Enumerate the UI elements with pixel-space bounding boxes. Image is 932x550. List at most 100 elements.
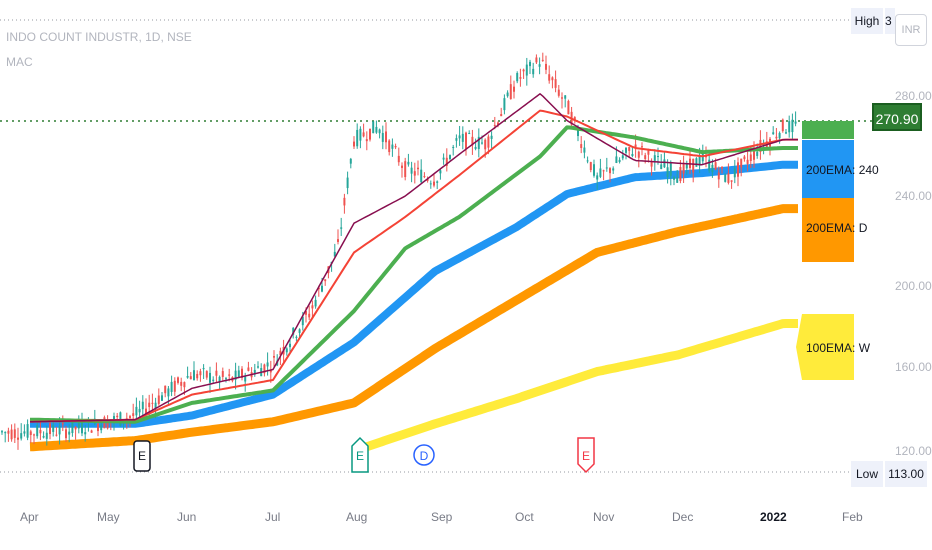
candle-body	[167, 388, 170, 397]
candle-body	[746, 159, 749, 164]
candle-body	[359, 128, 362, 141]
candle-body	[465, 132, 467, 149]
y-tick-label: 240.00	[895, 189, 932, 203]
candle-body	[253, 369, 256, 375]
candle-body	[29, 431, 32, 435]
candle-body	[596, 175, 599, 180]
candle-body	[417, 167, 419, 170]
candle-body	[212, 379, 215, 381]
candle-body	[682, 163, 685, 174]
candle-body	[692, 158, 695, 173]
candle-body	[714, 162, 717, 170]
ema-bands	[28, 160, 800, 456]
candle-body	[685, 163, 688, 169]
candle-body	[461, 133, 464, 142]
ema-line-fast	[29, 93, 798, 423]
candle-body	[199, 371, 202, 376]
candle-body	[525, 64, 528, 76]
candle-body	[695, 158, 698, 167]
candle-body	[106, 419, 109, 429]
y-tick-label: 200.00	[895, 279, 932, 293]
candle-body	[36, 425, 39, 437]
candle-body	[151, 402, 154, 404]
candle-body	[753, 149, 755, 160]
candle-body	[513, 86, 515, 92]
candle-body	[189, 376, 192, 380]
indicator-name[interactable]: MAC	[6, 55, 33, 69]
candle-body	[429, 183, 432, 185]
candle-body	[621, 155, 624, 159]
candle-body	[49, 423, 51, 435]
candle-body	[269, 369, 272, 373]
candle-body	[295, 336, 298, 338]
candle-body	[58, 426, 61, 435]
candle-body	[228, 374, 231, 376]
candle-body	[423, 176, 426, 178]
candle-body	[644, 155, 647, 160]
candle-body	[721, 166, 723, 169]
candle-body	[420, 169, 423, 183]
candle-body	[266, 362, 269, 367]
candle-body	[500, 114, 503, 117]
candle-body	[388, 140, 391, 153]
x-tick-label: Jun	[177, 510, 196, 524]
candle-body	[711, 164, 714, 173]
candle-body	[759, 139, 762, 152]
candle-body	[324, 279, 327, 282]
candle-body	[477, 136, 480, 149]
candle-body	[193, 370, 195, 381]
candle-body	[663, 159, 666, 168]
x-tick-label: Jul	[265, 510, 280, 524]
candle-body	[740, 158, 743, 168]
candle-body	[733, 168, 736, 178]
candle-body	[305, 311, 307, 315]
candle-body	[353, 141, 355, 147]
candle-body	[653, 155, 656, 161]
candle-body	[641, 146, 643, 148]
candle-body	[676, 177, 679, 183]
candle-body	[205, 371, 208, 378]
candle-body	[586, 160, 589, 162]
candle-body	[385, 131, 387, 143]
x-axis: Apr May Jun Jul Aug Sep Oct Nov Dec 2022…	[20, 510, 863, 524]
candle-body	[65, 429, 67, 439]
event-marker-letter: D	[420, 449, 429, 463]
candle-body	[161, 395, 163, 401]
currency-badge[interactable]: INR	[895, 14, 927, 46]
candle-body	[410, 167, 413, 174]
candle-body	[775, 136, 778, 139]
candle-body	[794, 121, 797, 124]
candle-body	[263, 364, 266, 374]
candle-body	[778, 132, 781, 139]
candle-body	[273, 356, 275, 358]
candle-body	[113, 416, 115, 421]
x-tick-label: May	[97, 510, 120, 524]
low-badge: Low	[851, 461, 883, 487]
candle-body	[426, 179, 429, 181]
candle-body	[394, 146, 397, 148]
candle-body	[445, 157, 448, 166]
candle-body	[548, 74, 551, 81]
candle-body	[180, 381, 183, 386]
candle-body	[301, 316, 304, 326]
candle-body	[666, 167, 669, 177]
candle-body	[132, 413, 135, 416]
candles	[1, 52, 797, 450]
candle-body	[401, 165, 403, 168]
ema-label-yellow-bg	[796, 314, 854, 380]
candle-body	[135, 406, 138, 416]
candle-body	[564, 95, 567, 99]
event-marker-letter: E	[356, 449, 364, 463]
candle-body	[116, 415, 119, 418]
ema-label-green-bg	[802, 121, 854, 139]
candle-body	[17, 437, 19, 440]
candle-body	[365, 139, 368, 142]
candle-body	[439, 170, 442, 174]
candle-body	[577, 130, 579, 137]
candle-body	[705, 156, 707, 158]
x-tick-label: Feb	[842, 510, 863, 524]
candle-body	[237, 370, 240, 378]
candle-body	[7, 430, 10, 434]
